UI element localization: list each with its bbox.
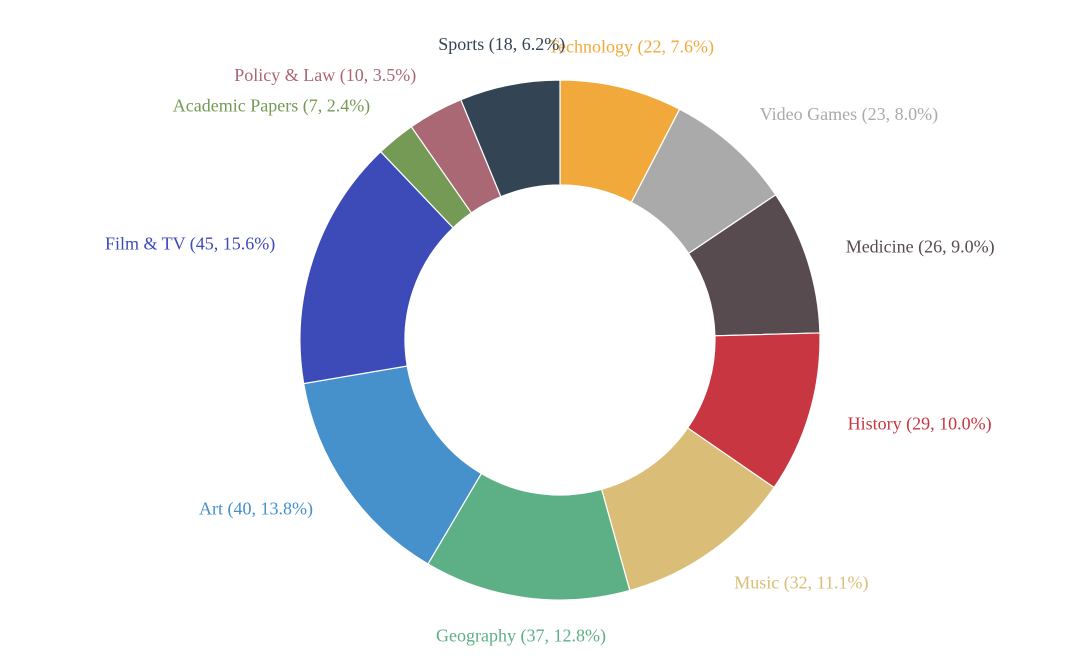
label-art: Art (40, 13.8%) <box>199 498 313 519</box>
label-sports: Sports (18, 6.2%) <box>438 34 565 55</box>
slices-group <box>299 79 821 601</box>
label-academic-papers: Academic Papers (7, 2.4%) <box>173 96 370 117</box>
label-medicine: Medicine (26, 9.0%) <box>846 237 995 258</box>
label-video-games: Video Games (23, 8.0%) <box>760 104 938 125</box>
label-history: History (29, 10.0%) <box>848 413 992 434</box>
label-music: Music (32, 11.1%) <box>734 572 868 593</box>
label-film-and-tv: Film & TV (45, 15.6%) <box>105 234 275 255</box>
label-geography: Geography (37, 12.8%) <box>436 626 606 647</box>
label-policy-and-law: Policy & Law (10, 3.5%) <box>234 65 416 86</box>
label-technology: Technology (22, 7.6%) <box>548 37 714 58</box>
labels-group: Technology (22, 7.6%) Video Games (23, 8.… <box>105 34 995 647</box>
slice-sports <box>460 79 561 198</box>
